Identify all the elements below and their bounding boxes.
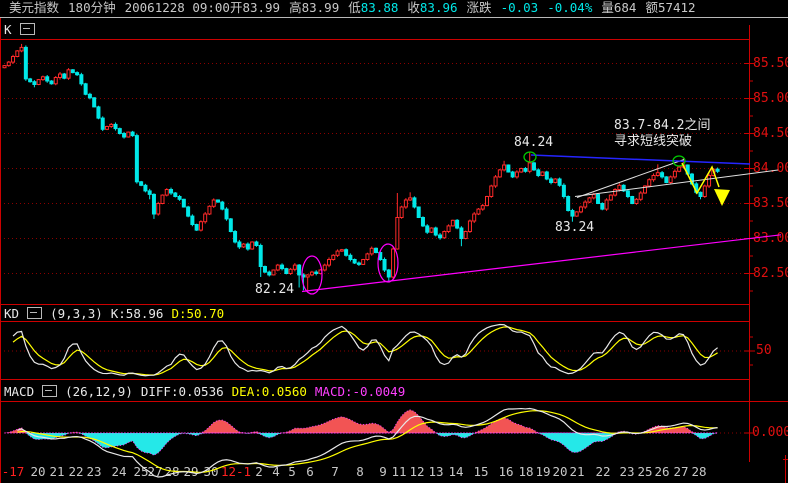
title-segment: -0.04%: [547, 0, 593, 15]
title-segment: 高83.99: [289, 0, 340, 15]
title-segment: 额57412: [645, 0, 696, 15]
kd-panel-minimize-icon[interactable]: [27, 307, 43, 319]
time-axis-label: 21: [49, 464, 65, 479]
kd-axis-label: 50: [756, 343, 772, 358]
time-axis-label: 20: [30, 464, 46, 479]
time-axis-label: 18: [518, 464, 534, 479]
title-segment: 低: [348, 0, 361, 15]
time-axis-label: 9: [379, 464, 387, 479]
time-axis-label: 22: [595, 464, 611, 479]
kd-params: (9,3,3): [50, 306, 103, 321]
price-axis-label: 82.50: [753, 265, 788, 281]
time-axis-label: 16: [498, 464, 514, 479]
time-axis-label: 27: [673, 464, 689, 479]
price-axis-label: 85.50: [753, 55, 788, 71]
title-segment: 83.88: [360, 0, 399, 15]
macd-macd-value: MACD:-0.0049: [314, 384, 406, 399]
time-axis-label: 6: [306, 464, 314, 479]
swing-low-label: 82.24: [255, 282, 295, 297]
kd-d-value: D:50.70: [171, 306, 225, 321]
time-axis-label: 4: [272, 464, 280, 479]
time-axis-label: 15: [473, 464, 489, 479]
kd-indicator-name: KD: [4, 306, 20, 321]
analysis-note-line1: 83.7-84.2之间: [614, 118, 711, 133]
kd-panel-header-row: KD (9,3,3) K:58.96 D:50.70: [4, 306, 232, 321]
title-segment: 20061228 09:00开83.99: [124, 0, 281, 15]
title-segment: 收: [407, 0, 420, 15]
time-axis-label: 7: [331, 464, 339, 479]
pullback-low-label: 83.24: [555, 220, 595, 235]
time-axis-label: 28: [691, 464, 707, 479]
price-axis-label: 84.00: [753, 160, 788, 176]
price-axis-label: 85.00: [753, 90, 788, 106]
time-axis-label: 25: [133, 464, 149, 479]
macd-diff-value: DIFF:0.0536: [140, 384, 224, 399]
macd-params: (26,12,9): [65, 384, 133, 399]
time-axis-label: 20: [552, 464, 568, 479]
time-axis-label: 5: [288, 464, 296, 479]
time-axis-label: 28: [164, 464, 180, 479]
swing-high-label: 84.24: [514, 135, 554, 150]
price-axis-label: 83.00: [753, 230, 788, 246]
k-panel-label: K: [4, 22, 12, 37]
time-axis-label: 11: [391, 464, 407, 479]
macd-indicator-name: MACD: [4, 384, 35, 399]
macd-panel-header: MACD (26,12,9) DIFF:0.0536 DEA:0.0560 MACD:-…: [4, 384, 413, 399]
price-axis-label: 83.50: [753, 195, 788, 211]
time-axis-label: 13: [428, 464, 444, 479]
time-axis-label: 24: [111, 464, 127, 479]
time-axis-label: 29: [183, 464, 199, 479]
time-axis-label: 14: [448, 464, 464, 479]
time-axis-label: 12: [409, 464, 425, 479]
time-axis-label: 27: [147, 464, 163, 479]
k-panel-minimize-icon[interactable]: [19, 23, 35, 35]
time-axis-label: 19: [535, 464, 551, 479]
analysis-note-line2: 寻求短线突破: [614, 134, 693, 149]
kd-k-value: K:58.96: [110, 306, 164, 321]
price-axis-label: 84.50: [753, 125, 788, 141]
time-axis-label: 21: [569, 464, 585, 479]
macd-dea-value: DEA:0.0560: [231, 384, 307, 399]
title-segment: 量684: [601, 0, 637, 15]
time-axis-label: 30: [203, 464, 219, 479]
time-axis-label: -17: [1, 464, 25, 479]
macd-panel-minimize-icon[interactable]: [42, 385, 58, 397]
title-separator: [0, 17, 788, 18]
time-axis-label: 2: [255, 464, 263, 479]
title-bar: 美元指数 180分钟 20061228 09:00开83.99 高83.99 低83.8…: [0, 0, 788, 16]
time-axis-label: 22: [68, 464, 84, 479]
time-axis-label: 25: [637, 464, 653, 479]
time-axis-label: 23: [86, 464, 102, 479]
k-panel-header: K: [4, 22, 43, 37]
title-segment: 美元指数: [9, 0, 60, 15]
time-axis-label: 8: [356, 464, 364, 479]
time-axis-label: 12-1: [220, 464, 252, 479]
time-axis-label: 23: [619, 464, 635, 479]
title-segment: 180分钟: [68, 0, 116, 15]
time-axis-label: 26: [654, 464, 670, 479]
title-segment: -0.03: [500, 0, 539, 15]
title-segment: 83.96: [419, 0, 458, 15]
macd-axis-label: 0.000: [752, 425, 788, 440]
title-segment: 涨跌: [466, 0, 492, 15]
